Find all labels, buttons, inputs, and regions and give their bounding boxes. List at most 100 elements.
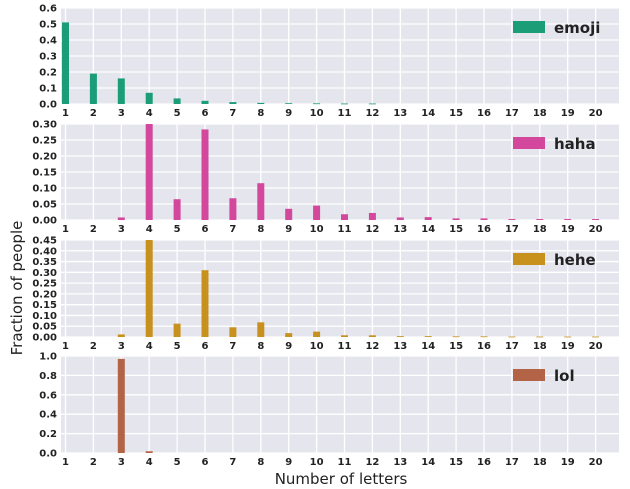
x-tick-label: 15: [449, 457, 463, 468]
y-tick-label: 0.20: [32, 152, 57, 163]
x-tick-label: 13: [393, 457, 407, 468]
bar-emoji-7: [229, 102, 237, 104]
bar-hehe-3: [117, 334, 125, 337]
x-tick-label: 18: [533, 341, 547, 352]
legend-label-lol: lol: [554, 367, 575, 385]
y-tick-label: 0.2: [39, 68, 57, 79]
legend-swatch-emoji: [513, 21, 545, 33]
bar-emoji-3: [117, 78, 125, 104]
x-tick-label: 9: [285, 224, 292, 235]
x-tick-label: 6: [202, 457, 209, 468]
x-tick-label: 11: [338, 341, 352, 352]
bar-haha-6: [201, 129, 209, 220]
x-tick-label: 4: [146, 224, 153, 235]
x-tick-label: 2: [90, 224, 97, 235]
y-tick-label: 0.3: [39, 52, 57, 63]
bar-hehe-20: [592, 336, 600, 338]
bar-lol-3: [117, 358, 125, 453]
bar-hehe-19: [564, 336, 572, 338]
x-tick-label: 20: [589, 108, 603, 119]
bar-haha-9: [285, 208, 293, 220]
x-tick-label: 12: [365, 108, 379, 119]
x-tick-label: 8: [257, 108, 264, 119]
bar-emoji-8: [257, 102, 265, 104]
x-tick-label: 2: [90, 341, 97, 352]
y-tick-label: 0.35: [32, 257, 57, 268]
bar-haha-14: [424, 217, 432, 220]
x-tick-label: 11: [338, 457, 352, 468]
x-tick-label: 18: [533, 457, 547, 468]
x-tick-label: 19: [561, 108, 575, 119]
y-tick-label: 0.10: [32, 311, 57, 322]
bar-hehe-16: [480, 336, 488, 338]
x-tick-label: 5: [174, 108, 181, 119]
bar-emoji-4: [145, 92, 153, 104]
x-tick-label: 16: [477, 224, 491, 235]
x-tick-label: 17: [505, 341, 519, 352]
x-tick-label: 8: [257, 224, 264, 235]
x-tick-label: 10: [310, 224, 324, 235]
bar-haha-19: [564, 219, 572, 220]
x-tick-label: 14: [421, 224, 435, 235]
bar-hehe-10: [313, 331, 321, 337]
bar-emoji-10: [313, 103, 321, 105]
legend-label-emoji: emoji: [554, 19, 600, 37]
x-tick-label: 5: [174, 341, 181, 352]
y-tick-label: 0.15: [32, 168, 57, 179]
bar-hehe-4: [145, 240, 153, 337]
x-tick-label: 1: [62, 224, 69, 235]
bar-emoji-6: [201, 100, 209, 104]
bar-haha-7: [229, 198, 237, 220]
bar-hehe-9: [285, 333, 293, 337]
panel-haha: 0.000.050.100.150.200.250.301 2 3 4 5 6 7 8 9 10 1…: [32, 120, 619, 235]
chart-panels: 0.00.10.20.30.40.50.61 2 3 4 5 6 7 8 9 10 11 12 13 14…: [32, 4, 619, 468]
y-tick-label: 0.6: [39, 4, 57, 15]
x-tick-label: 20: [589, 341, 603, 352]
x-tick-label: 10: [310, 457, 324, 468]
x-tick-label: 3: [118, 457, 125, 468]
bar-hehe-7: [229, 327, 237, 337]
panel-lol: 0.00.20.40.60.81.01 2 3 4 5 6 7 8 9 10 11 12 13 14 15 1…: [39, 352, 619, 468]
y-tick-label: 0.30: [32, 268, 57, 279]
x-tick-label: 15: [449, 341, 463, 352]
x-tick-label: 17: [505, 224, 519, 235]
x-axis-title: Number of letters: [275, 470, 408, 488]
y-tick-label: 0.6: [39, 390, 57, 401]
x-tick-label: 5: [174, 457, 181, 468]
legend-swatch-hehe: [513, 253, 545, 265]
bar-lol-4: [145, 451, 153, 453]
bar-haha-13: [396, 217, 404, 220]
x-tick-label: 14: [421, 341, 435, 352]
x-tick-label: 16: [477, 341, 491, 352]
x-tick-label: 10: [310, 108, 324, 119]
y-tick-label: 0.20: [32, 289, 57, 300]
x-tick-label: 12: [365, 457, 379, 468]
y-tick-label: 0.05: [32, 200, 57, 211]
y-tick-label: 0.10: [32, 184, 57, 195]
y-tick-label: 0.4: [39, 36, 57, 47]
bar-haha-12: [368, 212, 376, 220]
x-tick-label: 3: [118, 108, 125, 119]
legend-swatch-haha: [513, 137, 545, 149]
bar-hehe-14: [424, 336, 432, 337]
x-tick-label: 4: [146, 457, 153, 468]
y-tick-label: 0.5: [39, 20, 57, 31]
bar-hehe-17: [508, 336, 516, 338]
x-tick-label: 6: [202, 108, 209, 119]
bar-haha-17: [508, 219, 516, 220]
x-tick-label: 17: [505, 457, 519, 468]
x-tick-label: 1: [62, 457, 69, 468]
bar-haha-18: [536, 219, 544, 220]
x-tick-label: 2: [90, 108, 97, 119]
x-tick-label: 3: [118, 341, 125, 352]
x-tick-label: 18: [533, 108, 547, 119]
x-tick-label: 13: [393, 224, 407, 235]
y-tick-label: 0.40: [32, 246, 57, 257]
bar-hehe-11: [341, 335, 348, 337]
x-tick-label: 14: [421, 457, 435, 468]
bar-hehe-18: [536, 336, 544, 338]
bar-haha-8: [257, 183, 265, 220]
x-tick-label: 17: [505, 108, 519, 119]
x-tick-label: 20: [589, 457, 603, 468]
